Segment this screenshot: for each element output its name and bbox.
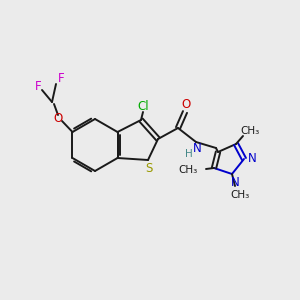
Text: CH₃: CH₃ xyxy=(179,165,198,175)
Text: S: S xyxy=(145,161,153,175)
Text: N: N xyxy=(193,142,201,155)
Text: Cl: Cl xyxy=(137,100,149,112)
Text: N: N xyxy=(231,176,239,188)
Text: CH₃: CH₃ xyxy=(230,190,250,200)
Text: H: H xyxy=(185,149,193,159)
Text: O: O xyxy=(53,112,63,124)
Text: CH₃: CH₃ xyxy=(240,126,260,136)
Text: O: O xyxy=(182,98,190,112)
Text: F: F xyxy=(35,80,41,92)
Text: N: N xyxy=(248,152,256,164)
Text: F: F xyxy=(58,73,64,85)
